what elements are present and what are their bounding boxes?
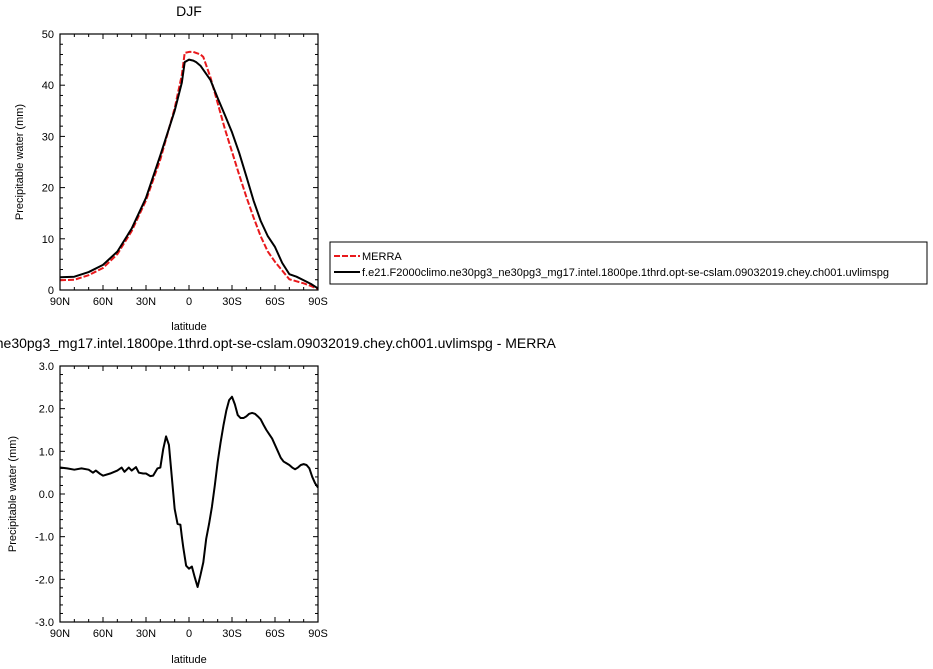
- y-tick-label: 2.0: [39, 404, 54, 416]
- series-line-1: [59, 58, 319, 290]
- chart-title: DJF: [176, 3, 202, 19]
- panel-difference: f.e21.F2000climo.ne30pg3_ne30pg3_mg17.in…: [0, 335, 556, 666]
- x-tick-label: 0: [186, 296, 192, 308]
- x-tick-label: 60S: [265, 296, 285, 308]
- x-axis-label: latitude: [171, 654, 206, 666]
- y-tick-label: 30: [42, 131, 54, 143]
- x-tick-label: 90N: [50, 628, 70, 640]
- y-tick-label: -3.0: [35, 617, 54, 629]
- chart-title: f.e21.F2000climo.ne30pg3_ne30pg3_mg17.in…: [0, 335, 556, 351]
- x-tick-label: 90N: [50, 296, 70, 308]
- y-tick-label: 0: [48, 285, 54, 297]
- x-tick-label: 60N: [93, 628, 113, 640]
- y-tick-label: -1.0: [35, 532, 54, 544]
- y-tick-label: 20: [42, 183, 54, 195]
- plot-series: [59, 395, 319, 589]
- y-tick-label: 3.0: [39, 361, 54, 373]
- y-axis-label: Precipitable water (mm): [14, 104, 26, 220]
- panel-djf: DJF Precipitable water (mm) latitude 90N…: [14, 3, 328, 333]
- x-tick-label: 0: [186, 628, 192, 640]
- y-tick-label: 40: [42, 80, 54, 92]
- series-line-0: [59, 395, 319, 589]
- y-tick-label: 50: [42, 29, 54, 41]
- series-line-0: [59, 50, 319, 290]
- y-tick-label: -2.0: [35, 574, 54, 586]
- legend-label-merra: MERRA: [362, 251, 402, 263]
- plot-frame: [59, 33, 319, 291]
- plot-frame: [59, 365, 319, 623]
- x-tick-label: 30N: [136, 296, 156, 308]
- x-tick-label: 60S: [265, 628, 285, 640]
- legend-label-model: f.e21.F2000climo.ne30pg3_ne30pg3_mg17.in…: [362, 267, 889, 279]
- y-tick-label: 1.0: [39, 446, 54, 458]
- legend: MERRA f.e21.F2000climo.ne30pg3_ne30pg3_m…: [329, 241, 928, 285]
- axis-ticks: 90N 60N 30N 0 30S 60S 90S 0 10 20 30 40 50: [42, 29, 328, 308]
- x-tick-label: 90S: [308, 296, 328, 308]
- plot-series: [59, 50, 319, 290]
- y-tick-label: 0.0: [39, 489, 54, 501]
- axis-ticks: 90N 60N 30N 0 30S 60S 90S -3.0 -2.0 -1.0 0.0 1.0 2.0…: [35, 361, 328, 640]
- x-tick-label: 30N: [136, 628, 156, 640]
- x-tick-label: 30S: [222, 296, 242, 308]
- x-axis-label: latitude: [171, 321, 206, 333]
- y-axis-label: Precipitable water (mm): [7, 436, 19, 552]
- legend-box: [329, 241, 928, 285]
- y-tick-label: 10: [42, 234, 54, 246]
- x-tick-label: 30S: [222, 628, 242, 640]
- x-tick-label: 90S: [308, 628, 328, 640]
- x-tick-label: 60N: [93, 296, 113, 308]
